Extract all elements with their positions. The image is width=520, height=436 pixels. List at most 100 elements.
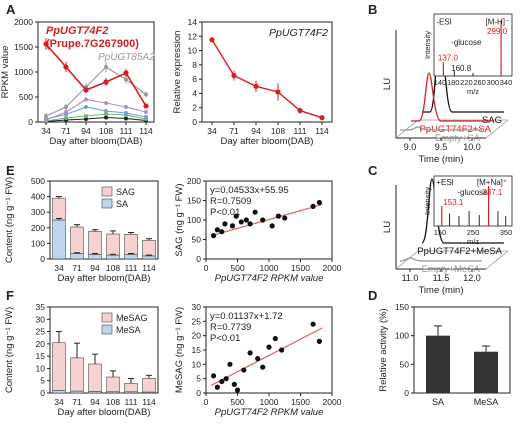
inset-label: 153.1 — [443, 198, 464, 207]
axes-F-right: 0 5 10 15 20 25 30 MeSAG (ng g⁻¹ FW) PpUGT74F2 R… — [174, 302, 342, 418]
legend-label: MeSAG — [116, 313, 148, 323]
x-axis-label: Day after bloom(DAB) — [58, 407, 151, 418]
x-tick-label: 114 — [139, 126, 153, 136]
x-tick-label: 94 — [81, 126, 91, 136]
y-tick-label: 0 — [40, 388, 45, 398]
y-tick-label: 8 — [192, 60, 197, 70]
y-tick-label: 500 — [19, 92, 33, 102]
plot-frame — [37, 21, 155, 123]
y-tick-label: 0 — [40, 254, 45, 264]
x-axis-label: Day after bloom(DAB) — [50, 136, 143, 147]
x-tick-label: 1500 — [291, 263, 310, 273]
inset-x-label: m/z — [467, 87, 479, 96]
x-axis-label: PpUGT74F2 RPKM value — [215, 273, 324, 284]
bar-SAG — [88, 230, 102, 255]
y-tick-label: 25 — [192, 316, 202, 326]
stat-text: R=0.7739 — [210, 322, 251, 333]
y-tick-label: 20 — [192, 331, 202, 341]
data-point — [63, 64, 69, 70]
bar-SAG — [52, 197, 66, 221]
trace-label: PpUGT74F2+MeSA — [417, 246, 502, 257]
x-tick-label: 71 — [72, 263, 82, 273]
y-axis-label: Relative activity (%) — [378, 308, 389, 391]
data-point — [219, 378, 225, 385]
y-tick-label: 35 — [36, 302, 46, 312]
data-point — [282, 215, 288, 221]
y-tick-label: 150 — [395, 302, 409, 312]
bar-SAG — [124, 234, 138, 255]
panel-label-E: E — [6, 163, 15, 178]
x-tick-label: 34 — [207, 126, 217, 136]
bar-SA — [52, 219, 66, 260]
data-point — [124, 77, 128, 82]
axis-depth — [395, 119, 508, 139]
x-tick-label: 34 — [41, 126, 51, 136]
y-tick-label: 200 — [187, 176, 201, 186]
y-tick-label: 15 — [36, 351, 46, 361]
data-point — [260, 217, 266, 223]
data-point — [255, 356, 261, 362]
stat-text: y=0.04533x+55.95 — [210, 185, 289, 196]
axes-E-left: 0 100 200 300 400 500 Content (ng g⁻¹ FW) Day a… — [4, 176, 159, 284]
data-point — [316, 199, 322, 206]
axes-A-left: 0 500 1000 1500 2000 RPKM value Day after bloo… — [0, 17, 155, 147]
x-tick-label: 2000 — [323, 263, 342, 273]
x-tick-label: 71 — [61, 126, 71, 136]
y-tick-label: 150 — [187, 196, 201, 206]
y-tick-label: 0 — [28, 117, 33, 127]
trace-label: Empty+SA — [435, 133, 481, 144]
x-tick-label: 12.0 — [463, 273, 481, 283]
legend-label: SAG — [116, 187, 135, 197]
axes-A-right: 0 2 4 6 8 10 12 14 Relative expression Day after … — [172, 17, 333, 147]
data-point — [43, 41, 49, 47]
x-tick-label: 108 — [106, 263, 120, 273]
data-point — [84, 117, 88, 121]
data-point — [297, 107, 303, 114]
x-axis-label: Time (min) — [418, 285, 463, 296]
bar-SAG — [70, 226, 84, 254]
trend-line — [210, 203, 323, 237]
y-tick-label: 300 — [31, 207, 45, 217]
x-tick-label: 1000 — [260, 397, 279, 407]
data-point — [124, 105, 128, 109]
y-tick-label: 2000 — [14, 17, 33, 27]
panel-label-A: A — [6, 2, 16, 17]
series-line-1 — [45, 66, 147, 117]
trace-2 — [400, 126, 482, 131]
series-line — [211, 39, 323, 119]
data-point — [223, 376, 229, 382]
inset-tick: 150 — [434, 228, 447, 237]
data-point — [44, 114, 48, 118]
stat-text: y=0.01137x+1.72 — [210, 311, 283, 322]
data-point — [104, 115, 108, 120]
data-point — [123, 70, 129, 76]
axes-F-left: 0 5 10 15 20 25 30 35 Content (ng g⁻¹ FW) Day aft… — [4, 302, 159, 418]
y-tick-label: 10 — [188, 46, 198, 56]
y-tick-label: 1500 — [14, 42, 33, 52]
x-tick-label: 2000 — [323, 397, 342, 407]
axis-depth — [395, 250, 508, 270]
y-tick-label: 10 — [36, 363, 46, 373]
y-tick-label: 25 — [36, 327, 46, 337]
x-tick-label: 9.5 — [435, 142, 448, 152]
data-point — [310, 203, 316, 209]
y-axis-label: MeSAG (ng g⁻¹ FW) — [174, 307, 185, 393]
data-point — [219, 229, 225, 235]
inset-tick: 300 — [487, 78, 500, 87]
x-tick-label: MeSA — [474, 397, 499, 407]
panel-label-F: F — [6, 288, 14, 303]
x-tick-label: 34 — [54, 263, 64, 273]
data-point — [64, 105, 68, 109]
bar-MeSAG — [52, 342, 66, 391]
inset-label: -glucose — [451, 38, 482, 47]
bar-MeSAG — [106, 376, 120, 393]
inset-frame — [433, 13, 513, 77]
y-tick-label: 30 — [36, 314, 46, 324]
bar-MeSA — [474, 351, 498, 393]
y-tick-label: 0 — [196, 388, 201, 398]
bar-SA — [124, 254, 138, 260]
x-tick-label: 111 — [120, 126, 133, 136]
data-point — [143, 103, 149, 109]
y-tick-label: 200 — [31, 223, 45, 233]
